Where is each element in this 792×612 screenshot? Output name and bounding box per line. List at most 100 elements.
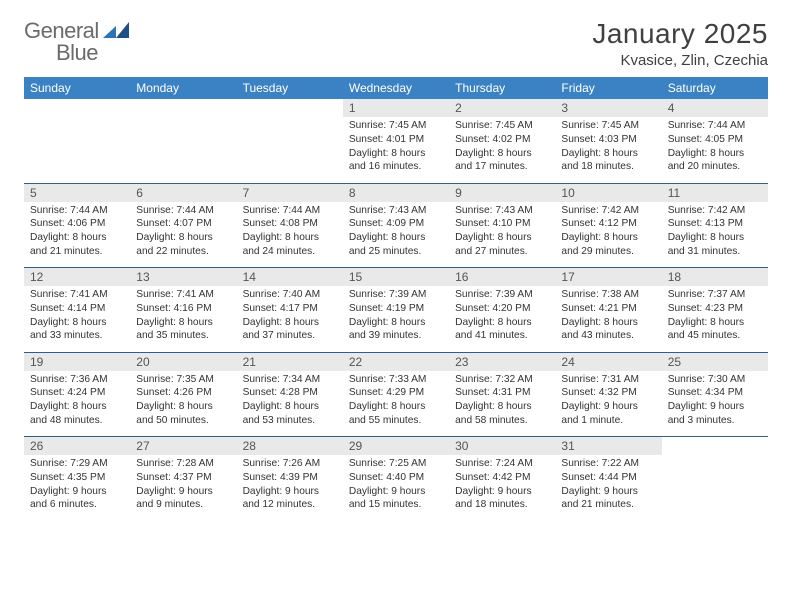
day-info-line: Sunrise: 7:44 AM <box>30 204 124 218</box>
day-number: 21 <box>237 353 343 371</box>
day-info-line: Sunset: 4:01 PM <box>349 133 443 147</box>
day-info-line: Sunset: 4:24 PM <box>30 386 124 400</box>
day-body <box>662 455 768 461</box>
day-number: 12 <box>24 268 130 286</box>
calendar-day-cell: 1Sunrise: 7:45 AMSunset: 4:01 PMDaylight… <box>343 99 449 183</box>
day-number: 15 <box>343 268 449 286</box>
day-number: 29 <box>343 437 449 455</box>
calendar-day-cell: 26Sunrise: 7:29 AMSunset: 4:35 PMDayligh… <box>24 437 130 521</box>
calendar-day-cell: 16Sunrise: 7:39 AMSunset: 4:20 PMDayligh… <box>449 268 555 352</box>
day-body: Sunrise: 7:34 AMSunset: 4:28 PMDaylight:… <box>237 371 343 432</box>
day-info-line: Sunrise: 7:36 AM <box>30 373 124 387</box>
day-info-line: Daylight: 8 hours and 48 minutes. <box>30 400 124 428</box>
day-info-line: Sunset: 4:10 PM <box>455 217 549 231</box>
day-info-line: Sunset: 4:26 PM <box>136 386 230 400</box>
day-info-line: Daylight: 8 hours and 37 minutes. <box>243 316 337 344</box>
day-info-line: Sunrise: 7:41 AM <box>30 288 124 302</box>
day-info-line: Sunrise: 7:44 AM <box>243 204 337 218</box>
day-info-line: Daylight: 8 hours and 29 minutes. <box>561 231 655 259</box>
calendar-day-cell: 30Sunrise: 7:24 AMSunset: 4:42 PMDayligh… <box>449 437 555 521</box>
day-info-line: Sunrise: 7:31 AM <box>561 373 655 387</box>
calendar-day-cell: 8Sunrise: 7:43 AMSunset: 4:09 PMDaylight… <box>343 184 449 268</box>
day-info-line: Sunrise: 7:32 AM <box>455 373 549 387</box>
day-body: Sunrise: 7:22 AMSunset: 4:44 PMDaylight:… <box>555 455 661 516</box>
day-body: Sunrise: 7:31 AMSunset: 4:32 PMDaylight:… <box>555 371 661 432</box>
brand-text: General Blue <box>24 18 129 66</box>
day-number: 3 <box>555 99 661 117</box>
title-block: January 2025 Kvasice, Zlin, Czechia <box>592 18 768 69</box>
day-number: 28 <box>237 437 343 455</box>
day-body: Sunrise: 7:45 AMSunset: 4:02 PMDaylight:… <box>449 117 555 178</box>
day-info-line: Sunset: 4:14 PM <box>30 302 124 316</box>
weekday-header-cell: Saturday <box>662 77 768 99</box>
day-info-line: Sunset: 4:05 PM <box>668 133 762 147</box>
day-info-line: Sunset: 4:40 PM <box>349 471 443 485</box>
calendar-week-row: 19Sunrise: 7:36 AMSunset: 4:24 PMDayligh… <box>24 353 768 437</box>
day-info-line: Daylight: 8 hours and 24 minutes. <box>243 231 337 259</box>
day-info-line: Sunset: 4:16 PM <box>136 302 230 316</box>
day-info-line: Sunrise: 7:29 AM <box>30 457 124 471</box>
day-body: Sunrise: 7:30 AMSunset: 4:34 PMDaylight:… <box>662 371 768 432</box>
day-info-line: Daylight: 8 hours and 39 minutes. <box>349 316 443 344</box>
day-body: Sunrise: 7:26 AMSunset: 4:39 PMDaylight:… <box>237 455 343 516</box>
day-info-line: Sunset: 4:23 PM <box>668 302 762 316</box>
day-info-line: Daylight: 8 hours and 35 minutes. <box>136 316 230 344</box>
brand-line2: Blue <box>24 40 129 66</box>
day-body: Sunrise: 7:44 AMSunset: 4:08 PMDaylight:… <box>237 202 343 263</box>
day-info-line: Daylight: 8 hours and 41 minutes. <box>455 316 549 344</box>
day-number: 6 <box>130 184 236 202</box>
day-number: 7 <box>237 184 343 202</box>
day-info-line: Sunset: 4:42 PM <box>455 471 549 485</box>
day-body: Sunrise: 7:39 AMSunset: 4:20 PMDaylight:… <box>449 286 555 347</box>
calendar-day-cell: 10Sunrise: 7:42 AMSunset: 4:12 PMDayligh… <box>555 184 661 268</box>
day-number: 20 <box>130 353 236 371</box>
calendar-week-row: 1Sunrise: 7:45 AMSunset: 4:01 PMDaylight… <box>24 99 768 183</box>
calendar-day-cell: 24Sunrise: 7:31 AMSunset: 4:32 PMDayligh… <box>555 353 661 437</box>
calendar-day-cell <box>237 99 343 183</box>
brand-mark-icon <box>103 20 129 38</box>
day-body: Sunrise: 7:45 AMSunset: 4:01 PMDaylight:… <box>343 117 449 178</box>
day-info-line: Sunset: 4:39 PM <box>243 471 337 485</box>
day-info-line: Sunset: 4:03 PM <box>561 133 655 147</box>
day-info-line: Sunset: 4:08 PM <box>243 217 337 231</box>
calendar-day-cell: 31Sunrise: 7:22 AMSunset: 4:44 PMDayligh… <box>555 437 661 521</box>
calendar-day-cell: 17Sunrise: 7:38 AMSunset: 4:21 PMDayligh… <box>555 268 661 352</box>
day-info-line: Sunrise: 7:40 AM <box>243 288 337 302</box>
day-body: Sunrise: 7:44 AMSunset: 4:06 PMDaylight:… <box>24 202 130 263</box>
day-info-line: Sunset: 4:34 PM <box>668 386 762 400</box>
day-info-line: Daylight: 9 hours and 1 minute. <box>561 400 655 428</box>
day-info-line: Sunset: 4:31 PM <box>455 386 549 400</box>
calendar-day-cell: 14Sunrise: 7:40 AMSunset: 4:17 PMDayligh… <box>237 268 343 352</box>
weekday-header-cell: Monday <box>130 77 236 99</box>
calendar-day-cell: 12Sunrise: 7:41 AMSunset: 4:14 PMDayligh… <box>24 268 130 352</box>
day-info-line: Sunrise: 7:38 AM <box>561 288 655 302</box>
day-info-line: Sunrise: 7:37 AM <box>668 288 762 302</box>
weekday-header-cell: Friday <box>555 77 661 99</box>
day-number: 19 <box>24 353 130 371</box>
calendar-weekday-header: SundayMondayTuesdayWednesdayThursdayFrid… <box>24 77 768 99</box>
day-number: 18 <box>662 268 768 286</box>
calendar-day-cell: 22Sunrise: 7:33 AMSunset: 4:29 PMDayligh… <box>343 353 449 437</box>
day-info-line: Daylight: 8 hours and 16 minutes. <box>349 147 443 175</box>
calendar-day-cell: 19Sunrise: 7:36 AMSunset: 4:24 PMDayligh… <box>24 353 130 437</box>
brand-logo: General Blue <box>24 18 129 66</box>
page-header: General Blue January 2025 Kvasice, Zlin,… <box>24 18 768 69</box>
day-body: Sunrise: 7:36 AMSunset: 4:24 PMDaylight:… <box>24 371 130 432</box>
day-body: Sunrise: 7:38 AMSunset: 4:21 PMDaylight:… <box>555 286 661 347</box>
day-info-line: Sunrise: 7:45 AM <box>561 119 655 133</box>
day-body: Sunrise: 7:29 AMSunset: 4:35 PMDaylight:… <box>24 455 130 516</box>
calendar-day-cell <box>130 99 236 183</box>
day-info-line: Daylight: 9 hours and 3 minutes. <box>668 400 762 428</box>
day-info-line: Sunrise: 7:39 AM <box>455 288 549 302</box>
day-info-line: Sunset: 4:02 PM <box>455 133 549 147</box>
day-number: 24 <box>555 353 661 371</box>
calendar-day-cell: 25Sunrise: 7:30 AMSunset: 4:34 PMDayligh… <box>662 353 768 437</box>
day-number: 9 <box>449 184 555 202</box>
day-info-line: Daylight: 8 hours and 21 minutes. <box>30 231 124 259</box>
calendar-day-cell: 21Sunrise: 7:34 AMSunset: 4:28 PMDayligh… <box>237 353 343 437</box>
day-body: Sunrise: 7:43 AMSunset: 4:09 PMDaylight:… <box>343 202 449 263</box>
calendar-day-cell: 28Sunrise: 7:26 AMSunset: 4:39 PMDayligh… <box>237 437 343 521</box>
calendar-body: 1Sunrise: 7:45 AMSunset: 4:01 PMDaylight… <box>24 99 768 521</box>
day-info-line: Daylight: 9 hours and 18 minutes. <box>455 485 549 513</box>
day-number <box>662 437 768 455</box>
